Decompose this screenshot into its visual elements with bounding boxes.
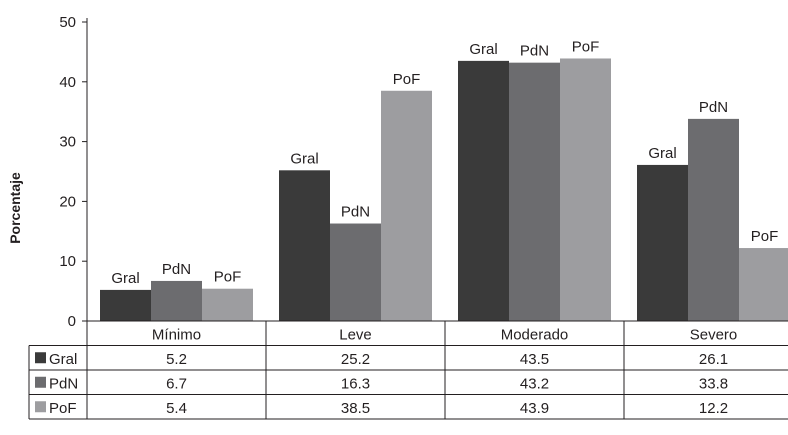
bar-label: Gral <box>111 270 139 287</box>
bar-pof-1 <box>381 90 432 322</box>
y-tick-label: 20 <box>59 193 76 210</box>
bar-pdn-0 <box>151 280 202 321</box>
y-axis: 0 10 20 30 40 50 <box>59 14 88 330</box>
legend-label: PoF <box>49 400 77 417</box>
table-cell-value: 43.9 <box>520 400 549 417</box>
bar-label: PoF <box>393 71 421 88</box>
table-cell-value: 25.2 <box>341 351 370 368</box>
bar-gral-1 <box>279 170 330 321</box>
bar-gral-2 <box>458 60 509 322</box>
y-tick-label: 40 <box>59 74 76 91</box>
bar-gral-0 <box>100 289 151 321</box>
table-cell-value: 6.7 <box>166 375 187 392</box>
bar-pdn-2 <box>509 62 560 321</box>
bar-label: Gral <box>469 41 497 58</box>
bars: Gral PdN PoF Gral PdN PoF Gral PdN PoF Gral PdN PoF <box>100 38 788 322</box>
table-cell-value: 5.4 <box>166 400 187 417</box>
legend-swatch-pdn <box>35 376 46 388</box>
x-category-label: Severo <box>690 326 738 343</box>
bar-label: PdN <box>699 99 728 116</box>
bar-label: PoF <box>214 269 242 286</box>
table-cell-value: 38.5 <box>341 400 370 417</box>
bar-label: PoF <box>751 228 779 245</box>
table-cell-value: 12.2 <box>699 400 728 417</box>
bar-pof-3 <box>739 248 788 321</box>
table-cell-value: 43.2 <box>520 375 549 392</box>
bar-label: PdN <box>162 261 191 278</box>
y-tick-label: 0 <box>68 313 76 330</box>
y-tick-label: 10 <box>59 253 76 270</box>
legend-label: Gral <box>49 351 77 368</box>
data-table: Mínimo Leve Moderado Severo Gral 5.2 25.2 43.5 2… <box>28 320 788 420</box>
table-cell-value: 43.5 <box>520 351 549 368</box>
table-cell-value: 33.8 <box>699 375 728 392</box>
table-cell-value: 5.2 <box>166 351 187 368</box>
bar-pof-2 <box>560 58 611 322</box>
bar-pdn-3 <box>688 118 739 321</box>
bar-pof-0 <box>202 288 253 321</box>
bar-label: PdN <box>341 204 370 221</box>
legend-swatch-gral <box>35 352 46 364</box>
table-cell-value: 16.3 <box>341 375 370 392</box>
x-category-label: Leve <box>339 326 372 343</box>
bar-gral-3 <box>637 164 688 321</box>
bar-label: Gral <box>290 150 318 167</box>
y-tick-label: 30 <box>59 134 76 151</box>
x-category-label: Moderado <box>501 326 569 343</box>
y-tick-label: 50 <box>59 14 76 31</box>
x-category-label: Mínimo <box>152 326 201 343</box>
table-cell-value: 26.1 <box>699 351 728 368</box>
legend-label: PdN <box>49 375 78 392</box>
bar-label: PoF <box>572 38 600 55</box>
bar-pdn-1 <box>330 223 381 321</box>
bar-label: PdN <box>520 43 549 60</box>
bar-label: Gral <box>648 145 676 162</box>
y-axis-label: Porcentaje <box>7 172 23 244</box>
legend-swatch-pof <box>35 401 46 413</box>
